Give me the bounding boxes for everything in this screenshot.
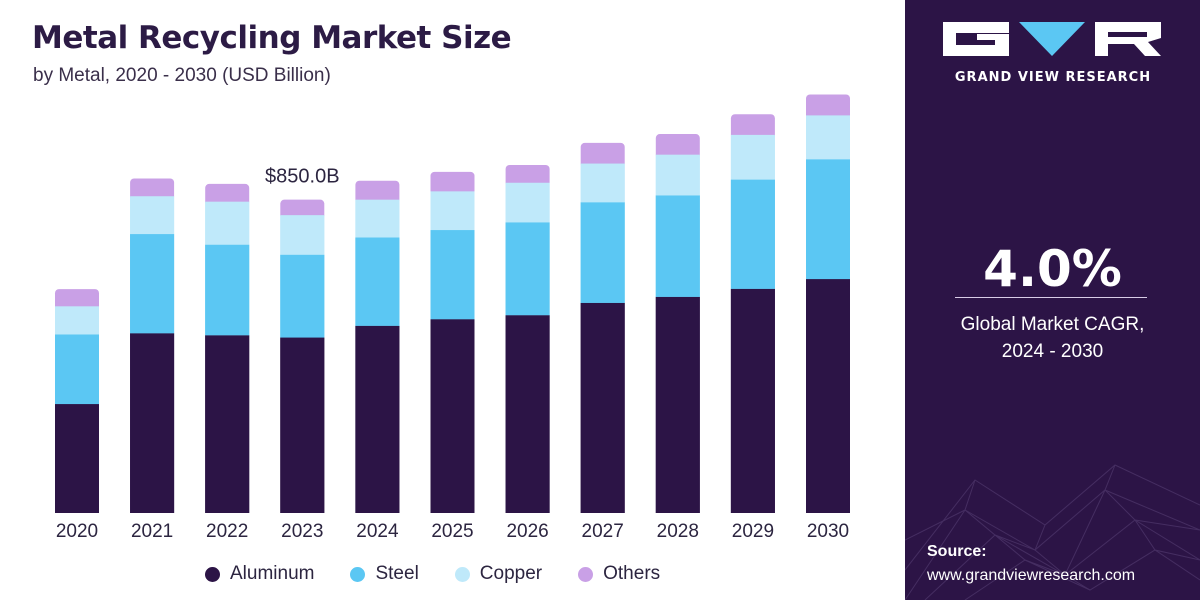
legend-item-steel: Steel (350, 563, 419, 585)
x-tick-label-2026: 2026 (506, 521, 548, 542)
legend-item-aluminum: Aluminum (205, 563, 314, 585)
brand-name: GRAND VIEW RESEARCH (954, 70, 1152, 85)
gvr-logo-mark-icon (943, 22, 1161, 56)
legend-label-steel: Steel (375, 563, 419, 584)
chart-area: Metal Recycling Market Size by Metal, 20… (32, 20, 850, 585)
bar-segment-steel-2026 (505, 222, 550, 316)
bar-segment-aluminum-2027 (580, 302, 625, 513)
bar-segment-aluminum-2025 (430, 319, 475, 513)
bar-segment-steel-2027 (580, 202, 625, 303)
legend-swatch-copper (454, 566, 470, 582)
bar-segment-aluminum-2023 (280, 337, 325, 513)
bar-others-2022 (205, 183, 250, 206)
bar-others-2028 (655, 134, 700, 159)
bar-segment-steel-2029 (730, 179, 775, 289)
legend-label-copper: Copper (479, 563, 543, 584)
x-tick-label-2025: 2025 (431, 521, 473, 542)
bar-segment-steel-2028 (655, 195, 700, 297)
bar-segment-aluminum-2028 (655, 296, 700, 513)
x-tick-label-2021: 2021 (131, 521, 173, 542)
bar-others-2024 (355, 180, 400, 204)
bar-segment-copper-2029 (730, 134, 775, 180)
bar-segment-aluminum-2020 (55, 404, 99, 513)
x-tick-label-2022: 2022 (206, 521, 248, 542)
bar-others-2020 (55, 289, 99, 311)
bar-segment-aluminum-2024 (355, 325, 400, 513)
bar-segment-steel-2020 (55, 334, 99, 405)
cagr-value: 4.0% (983, 240, 1122, 298)
bar-others-2025 (430, 171, 475, 196)
chart-title: Metal Recycling Market Size (32, 20, 512, 56)
bar-segment-aluminum-2030 (806, 279, 850, 513)
legend-item-others: Others (578, 563, 660, 585)
bar-segment-aluminum-2026 (505, 315, 550, 513)
legend-item-copper: Copper (454, 563, 543, 585)
bar-segment-steel-2025 (430, 230, 475, 320)
bar-segment-aluminum-2029 (730, 288, 775, 513)
legend-swatch-aluminum (205, 566, 220, 582)
bar-segment-copper-2021 (130, 196, 175, 235)
legend-label-aluminum: Aluminum (230, 563, 315, 584)
data-label-2023: $850.0B (265, 166, 340, 188)
bar-segment-copper-2020 (55, 306, 99, 335)
bar-segment-aluminum-2022 (205, 335, 250, 513)
legend-swatch-others (578, 566, 594, 582)
bar-others-2023 (280, 199, 325, 220)
legend-label-others: Others (603, 563, 661, 584)
bar-segment-copper-2027 (580, 163, 625, 203)
legend-swatch-steel (350, 566, 366, 582)
chart-subtitle: by Metal, 2020 - 2030 (USD Billion) (33, 65, 331, 86)
bar-segment-copper-2026 (505, 182, 550, 223)
bar-segment-copper-2028 (655, 154, 700, 196)
bar-segment-steel-2022 (205, 244, 250, 336)
bar-segment-aluminum-2021 (130, 333, 175, 513)
bar-segment-steel-2023 (280, 254, 325, 338)
bar-others-2027 (580, 142, 625, 168)
gvr-logo: GRAND VIEW RESEARCH (943, 22, 1163, 85)
bar-others-2026 (505, 164, 550, 187)
cagr-divider (955, 297, 1147, 298)
x-tick-label-2028: 2028 (657, 521, 699, 542)
bar-others-2030 (806, 94, 850, 120)
bar-segment-steel-2021 (130, 234, 175, 334)
x-tick-label-2030: 2030 (807, 521, 849, 542)
source-label: Source: (927, 543, 987, 560)
bar-segment-copper-2025 (430, 191, 475, 231)
chart-legend: Aluminum Steel Copper Others (205, 563, 660, 585)
x-tick-label-2024: 2024 (356, 521, 399, 542)
bar-segment-copper-2024 (355, 199, 400, 238)
bar-others-2021 (130, 178, 175, 201)
cagr-label: Global Market CAGR, 2024 - 2030 (905, 311, 1200, 365)
source-url[interactable]: www.grandviewresearch.com (927, 567, 1136, 584)
cagr-label-line1: Global Market CAGR, (960, 314, 1145, 335)
x-tick-label-2027: 2027 (582, 521, 624, 542)
x-tick-label-2029: 2029 (732, 521, 774, 542)
bar-segment-copper-2023 (280, 215, 325, 255)
x-tick-label-2020: 2020 (56, 521, 98, 542)
side-panel: GRAND VIEW RESEARCH 4.0% Global Market C… (905, 0, 1200, 600)
bar-segment-steel-2024 (355, 237, 400, 326)
bar-segment-copper-2030 (806, 115, 850, 160)
cagr-label-line2: 2024 - 2030 (1001, 341, 1104, 362)
x-tick-label-2023: 2023 (281, 521, 323, 542)
bar-others-2029 (730, 114, 775, 139)
mesh-pattern-decoration (905, 464, 1200, 600)
stacked-bar-chart: 2020 2021 2022 2023 2024 2025 2026 2027 2028 2029… (55, 94, 850, 542)
bar-segment-steel-2030 (806, 159, 850, 280)
bar-segment-copper-2022 (205, 201, 250, 245)
